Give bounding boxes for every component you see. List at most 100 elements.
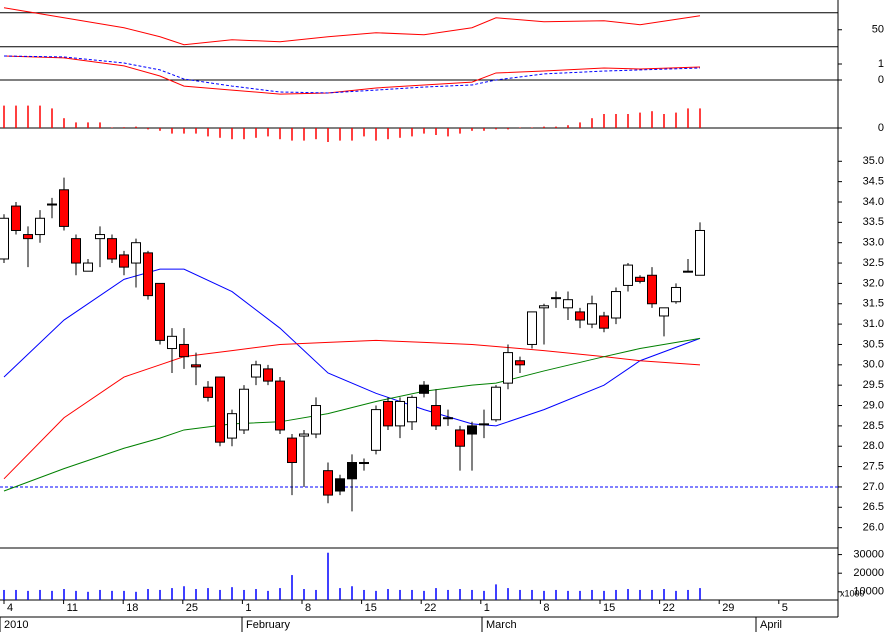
y-tick-label: 34.5	[863, 176, 884, 188]
candle-body	[11, 205, 21, 231]
candle-body	[539, 305, 549, 309]
candle-body	[443, 417, 453, 420]
candle-body	[647, 274, 657, 305]
y-tick-label: 29.0	[863, 399, 884, 411]
month-label: February	[246, 619, 291, 631]
y-tick-label: 32.0	[863, 277, 884, 289]
candle-body	[323, 470, 333, 496]
x-tick-label: 1	[484, 602, 490, 614]
y-tick-label: 30.5	[863, 338, 884, 350]
candle-body	[347, 462, 357, 480]
x-tick-label: 18	[126, 602, 138, 614]
candle-body	[467, 425, 477, 435]
y-tick-label: 0	[878, 122, 884, 134]
y-tick-label: 20000	[853, 567, 884, 579]
x-tick-label: 4	[7, 602, 13, 614]
candle-body	[683, 270, 693, 273]
y-tick-label: 50	[872, 24, 884, 36]
candle-body	[179, 343, 189, 358]
candle-body	[71, 238, 81, 264]
candle-body	[587, 303, 597, 325]
y-tick-label: 26.0	[863, 522, 884, 534]
y-tick-label: 10000	[853, 586, 884, 598]
x-tick-label: 5	[782, 602, 788, 614]
candle-body	[311, 405, 321, 435]
y-tick-label: 26.5	[863, 501, 884, 513]
candle-body	[263, 368, 273, 382]
y-tick-label: 28.5	[863, 420, 884, 432]
candle-body	[503, 352, 513, 384]
candle-body	[599, 315, 609, 329]
x-tick-label: 15	[365, 602, 377, 614]
y-tick-label: 34.0	[863, 196, 884, 208]
indicator-line	[3, 339, 701, 480]
candle-body	[575, 311, 585, 321]
candle-body	[383, 400, 393, 427]
y-tick-label: 32.5	[863, 257, 884, 269]
candle-body	[35, 217, 45, 236]
y-tick-label: 31.5	[863, 298, 884, 310]
candle-body	[23, 234, 33, 240]
candle-body	[455, 429, 465, 447]
y-tick-label: 33.5	[863, 216, 884, 228]
candle-body	[563, 299, 573, 309]
candle-body	[203, 386, 213, 398]
y-tick-label: 30000	[853, 548, 884, 560]
candle-body	[359, 462, 369, 465]
y-tick-label: 31.0	[863, 318, 884, 330]
indicator-line	[3, 337, 701, 492]
candle-body	[527, 311, 537, 345]
candle-body	[671, 286, 681, 303]
y-tick-label: 0	[878, 74, 884, 86]
y-tick-label: 33.0	[863, 237, 884, 249]
candle-body	[479, 423, 489, 426]
candle-body	[491, 386, 501, 421]
candle-body	[119, 254, 129, 268]
candle-body	[287, 437, 297, 464]
candle-body	[143, 252, 153, 297]
month-label: 2010	[4, 619, 28, 631]
candle-body	[59, 189, 69, 227]
x-tick-label: 1	[245, 602, 251, 614]
x-tick-label: 15	[603, 602, 615, 614]
x-tick-label: 29	[722, 602, 734, 614]
candle-body	[659, 307, 669, 317]
candle-body	[515, 360, 525, 366]
y-tick-label: 28.0	[863, 440, 884, 452]
candle-body	[167, 335, 177, 350]
x-tick-label: 8	[305, 602, 311, 614]
candle-body	[299, 433, 309, 437]
candle-body	[623, 264, 633, 286]
candle-body	[215, 376, 225, 443]
y-tick-label: 27.5	[863, 460, 884, 472]
month-label: April	[760, 619, 782, 631]
candle-body	[47, 203, 57, 206]
y-tick-label: 35.0	[863, 155, 884, 167]
y-tick-label: 29.5	[863, 379, 884, 391]
indicator-line	[3, 55, 701, 94]
candle-body	[191, 364, 201, 368]
indicator-line	[3, 7, 701, 46]
candle-body	[227, 413, 237, 439]
x-tick-label: 11	[67, 602, 78, 614]
candle-body	[239, 388, 249, 431]
y-tick-label: 27.0	[863, 481, 884, 493]
candle-body	[431, 405, 441, 427]
candle-body	[83, 262, 93, 272]
candle-body	[251, 364, 261, 378]
y-tick-label: 1	[878, 58, 884, 70]
candle-body	[635, 276, 645, 282]
candle-body	[335, 478, 345, 492]
y-tick-label: 30.0	[863, 359, 884, 371]
x-tick-label: 8	[543, 602, 549, 614]
candle-body	[95, 234, 105, 240]
candle-body	[131, 242, 141, 264]
x-tick-label: 25	[186, 602, 198, 614]
candle-body	[107, 238, 117, 260]
candle-body	[611, 291, 621, 319]
candle-body	[0, 217, 9, 260]
indicator-line	[3, 268, 701, 427]
candle-body	[371, 409, 381, 451]
